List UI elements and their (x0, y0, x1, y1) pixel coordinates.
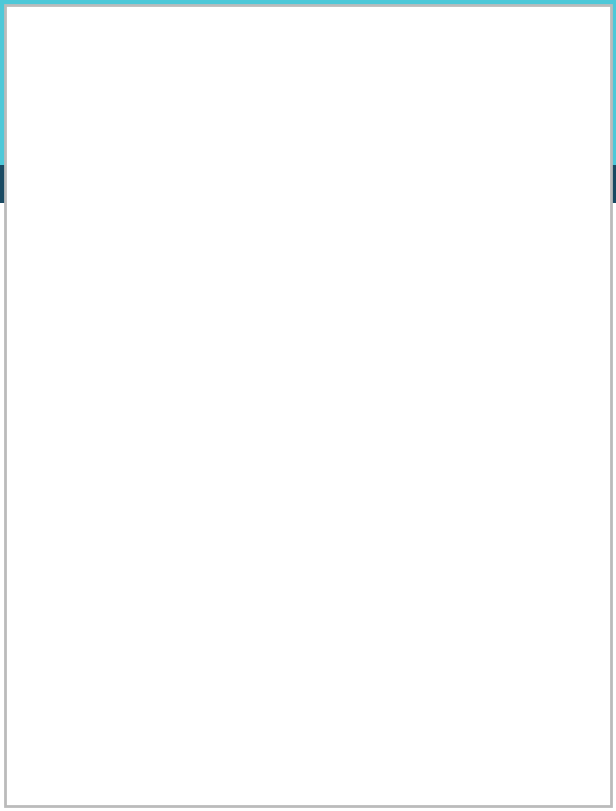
Text: BUTTON: BUTTON (218, 697, 295, 714)
Text: INLINE
RECTANGLE: INLINE RECTANGLE (34, 603, 197, 655)
Bar (296, 657, 412, 787)
Text: BROUGHT TO YOU BY: BROUGHT TO YOU BY (68, 179, 192, 189)
Bar (18, 565, 213, 657)
Text: 250 X 250: 250 X 250 (480, 663, 534, 673)
Text: SMALL
RECTANGLE: SMALL RECTANGLE (24, 696, 152, 736)
Text: FILE SIZE: 150KB OR SMALLER: FILE SIZE: 150KB OR SMALLER (245, 222, 411, 233)
Bar (221, 660, 292, 725)
Text: 300 X 250: 300 X 250 (88, 590, 143, 599)
Text: SQUARE: SQUARE (437, 720, 577, 749)
Bar (162, 657, 217, 787)
Bar (193, 248, 308, 283)
Text: 336 X 280: 336 X 280 (88, 431, 143, 441)
Text: GOOGLE DISPLAY AD SIZES: GOOGLE DISPLAY AD SIZES (33, 105, 583, 139)
Text: 728
X 90: 728 X 90 (384, 289, 407, 308)
Text: 180 X 50: 180 X 50 (64, 680, 112, 691)
Bar (193, 210, 463, 245)
Text: 970
X 90: 970 X 90 (296, 333, 319, 353)
Text: SOURCE: HTTPS://SUPPORT.GOOGLE.COM/ADSENSE: SOURCE: HTTPS://SUPPORT.GOOGLE.COM/ADSEN… (599, 402, 609, 598)
Text: VERTICAL
BANNER: VERTICAL BANNER (170, 680, 209, 777)
Text: A GUIDE TO: A GUIDE TO (100, 31, 516, 93)
Text: 300 X 600: 300 X 600 (290, 428, 299, 483)
Bar (193, 286, 597, 326)
Text: LARGE LEADERBOARD: LARGE LEADERBOARD (136, 346, 479, 375)
Text: ⓘ: ⓘ (313, 175, 323, 193)
Text: SMALL  200 X 200: SMALL 200 X 200 (309, 694, 399, 703)
Text: 468
X 60: 468 X 60 (444, 250, 466, 269)
Bar (18, 210, 190, 326)
Bar (18, 377, 213, 562)
Text: 234 HALF
X 50 BANNER: 234 HALF X 50 BANNER (217, 255, 285, 275)
Text: SQUARE: SQUARE (297, 736, 411, 760)
Text: LEADERBOARD: LEADERBOARD (291, 302, 499, 326)
Text: 160 X 600
WIDE: 160 X 600 WIDE (415, 428, 437, 483)
Bar (18, 790, 34, 804)
Bar (467, 210, 597, 245)
Text: SKYSCRAPER: SKYSCRAPER (529, 448, 549, 613)
Text: SEARCH: SEARCH (210, 174, 310, 194)
Text: PURPLE ADS ARE TOP PERFORMING SIZES: PURPLE ADS ARE TOP PERFORMING SIZES (40, 792, 286, 802)
Bar (0, 0, 616, 165)
Bar (18, 743, 158, 787)
Text: LARGE
RECTANGLE: LARGE RECTANGLE (25, 476, 206, 537)
Bar (18, 329, 597, 374)
Text: BANNER: BANNER (403, 263, 506, 282)
Text: SKYSCRAPER: SKYSCRAPER (416, 448, 436, 613)
Text: 320 MOBILE
X 50 LEADERBOARD: 320 MOBILE X 50 LEADERBOARD (482, 218, 582, 237)
Text: NFLUENCE: NFLUENCE (328, 174, 458, 194)
Bar (376, 377, 476, 657)
Bar (416, 612, 598, 787)
Bar (18, 660, 158, 740)
Bar (480, 377, 598, 657)
Text: FILE TYPES
ALLOWED
.JPEG .PNG
.JPG .GIF: FILE TYPES ALLOWED .JPEG .PNG .JPG .GIF (58, 227, 150, 309)
Text: 120 X 240: 120 X 240 (185, 666, 195, 721)
Bar (221, 728, 292, 787)
Bar (217, 377, 372, 657)
Text: 120 X 600: 120 X 600 (534, 428, 544, 483)
Text: 125 X 125: 125 X 125 (231, 676, 282, 685)
Bar (312, 248, 597, 283)
Text: HALF PAGE: HALF PAGE (280, 436, 309, 625)
Bar (0, 165, 616, 203)
